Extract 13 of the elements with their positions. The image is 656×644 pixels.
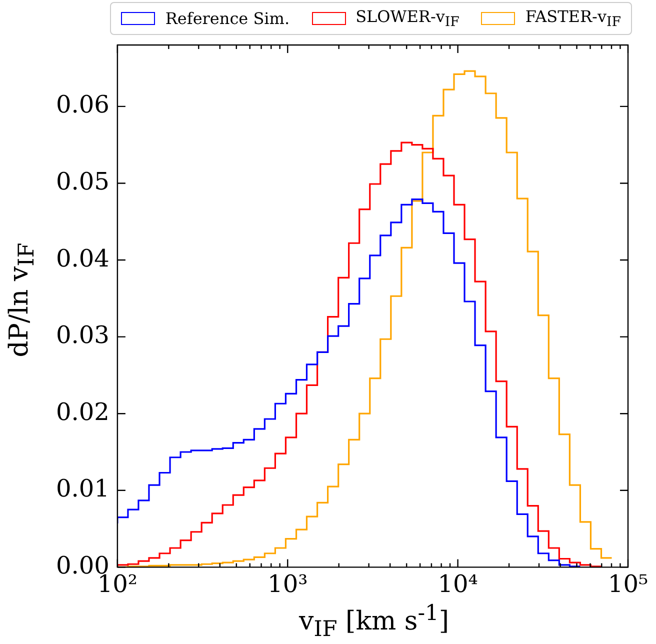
x-tick-label: 10³	[268, 570, 308, 598]
x-tick-label: 10⁵	[608, 570, 648, 598]
y-tick-label: 0.03	[56, 321, 110, 350]
legend-label: Reference Sim.	[165, 9, 290, 28]
y-tick-label: 0.01	[56, 474, 110, 503]
legend-label: FASTER-v$_{IF}$	[525, 7, 621, 30]
y-tick-label: 0.04	[56, 244, 110, 272]
x-axis-title: v$_{IF}$ [km s$^{-1}$]	[298, 601, 450, 642]
x-tick-label: 10⁴	[438, 570, 478, 598]
y-tick-label: 0.05	[56, 167, 110, 196]
y-tick-label: 0.02	[56, 398, 110, 426]
legend-label: SLOWER-v$_{IF}$	[356, 7, 460, 30]
y-tick-label: 0.06	[56, 90, 110, 119]
